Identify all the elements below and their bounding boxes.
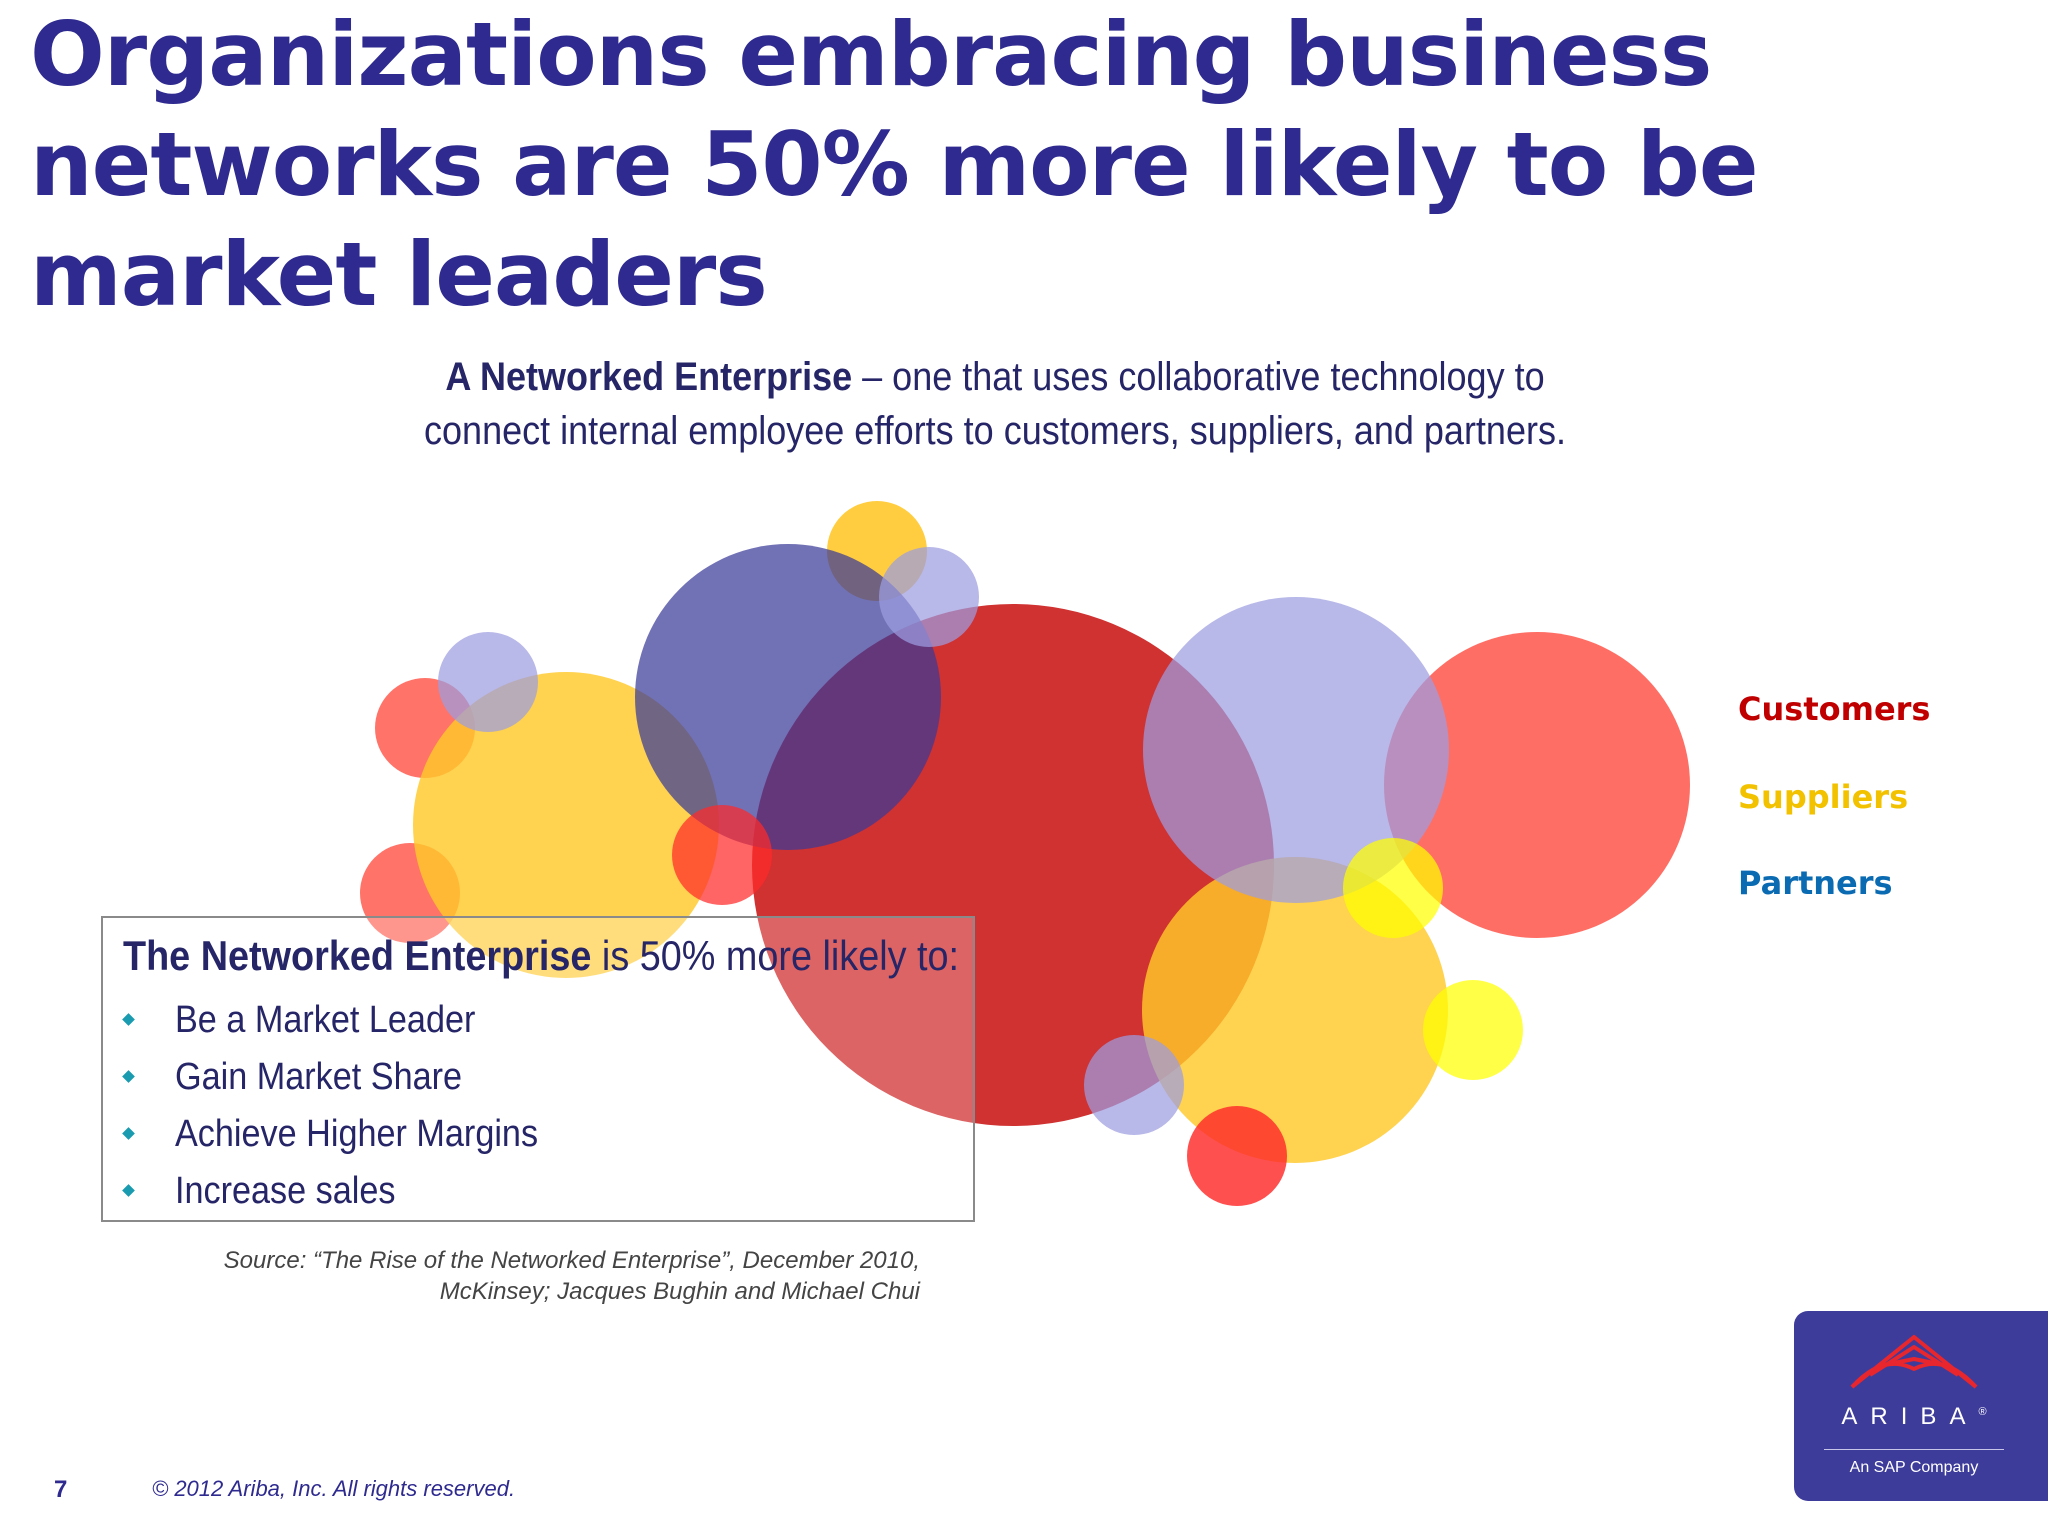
diamond-bullet-icon: [122, 1184, 135, 1197]
benefit-text: Be a Market Leader: [175, 999, 476, 1041]
ariba-wordmark-text: ARIBA: [1841, 1403, 1979, 1430]
ariba-arch-icon: [1850, 1335, 1978, 1389]
bubble: [1423, 980, 1523, 1080]
diamond-bullet-icon: [122, 1013, 135, 1026]
definition-term: A Networked Enterprise: [445, 355, 853, 399]
bubble: [1142, 857, 1448, 1163]
ariba-logo: ARIBA® An SAP Company: [1794, 1311, 2048, 1501]
copyright-notice: © 2012 Ariba, Inc. All rights reserved.: [152, 1476, 516, 1501]
source-line-2: McKinsey; Jacques Bughin and Michael Chu…: [439, 1278, 920, 1305]
bubble: [672, 805, 772, 905]
bubble: [879, 547, 979, 647]
definition-text: – one that uses collaborative technology…: [424, 355, 1566, 453]
ariba-wordmark: ARIBA®: [1794, 1403, 2034, 1431]
bubble: [1084, 1035, 1184, 1135]
benefit-text: Achieve Higher Margins: [175, 1113, 539, 1155]
registered-mark: ®: [1978, 1406, 1987, 1418]
bubble: [1384, 632, 1690, 938]
legend-customers: Customers: [1738, 690, 1931, 728]
bubble: [438, 632, 538, 732]
benefits-box: The Networked Enterprise is 50% more lik…: [101, 916, 975, 1222]
bubble: [635, 544, 941, 850]
bubble: [1343, 838, 1443, 938]
benefits-heading-strong: The Networked Enterprise: [123, 932, 592, 979]
benefits-heading: The Networked Enterprise is 50% more lik…: [123, 930, 959, 982]
source-line-1: Source: “The Rise of the Networked Enter…: [223, 1247, 920, 1274]
diamond-bullet-icon: [122, 1070, 135, 1083]
page-number: 7: [54, 1476, 68, 1503]
legend-partners: Partners: [1738, 864, 1893, 902]
diamond-bullet-icon: [122, 1127, 135, 1140]
source-citation: Source: “The Rise of the Networked Enter…: [160, 1245, 920, 1307]
bubble: [413, 672, 719, 978]
slide-title: Organizations embracing business network…: [30, 3, 1759, 326]
benefits-heading-rest: is 50% more likely to:: [591, 932, 960, 979]
networked-enterprise-definition: A Networked Enterprise – one that uses c…: [397, 350, 1594, 458]
logo-tagline: An SAP Company: [1849, 1459, 1979, 1476]
benefit-text: Gain Market Share: [175, 1056, 463, 1098]
logo-divider: [1824, 1449, 2004, 1450]
benefit-text: Increase sales: [175, 1170, 396, 1212]
legend-suppliers: Suppliers: [1738, 778, 1909, 816]
bubble: [1143, 597, 1449, 903]
bubble: [1187, 1106, 1287, 1206]
